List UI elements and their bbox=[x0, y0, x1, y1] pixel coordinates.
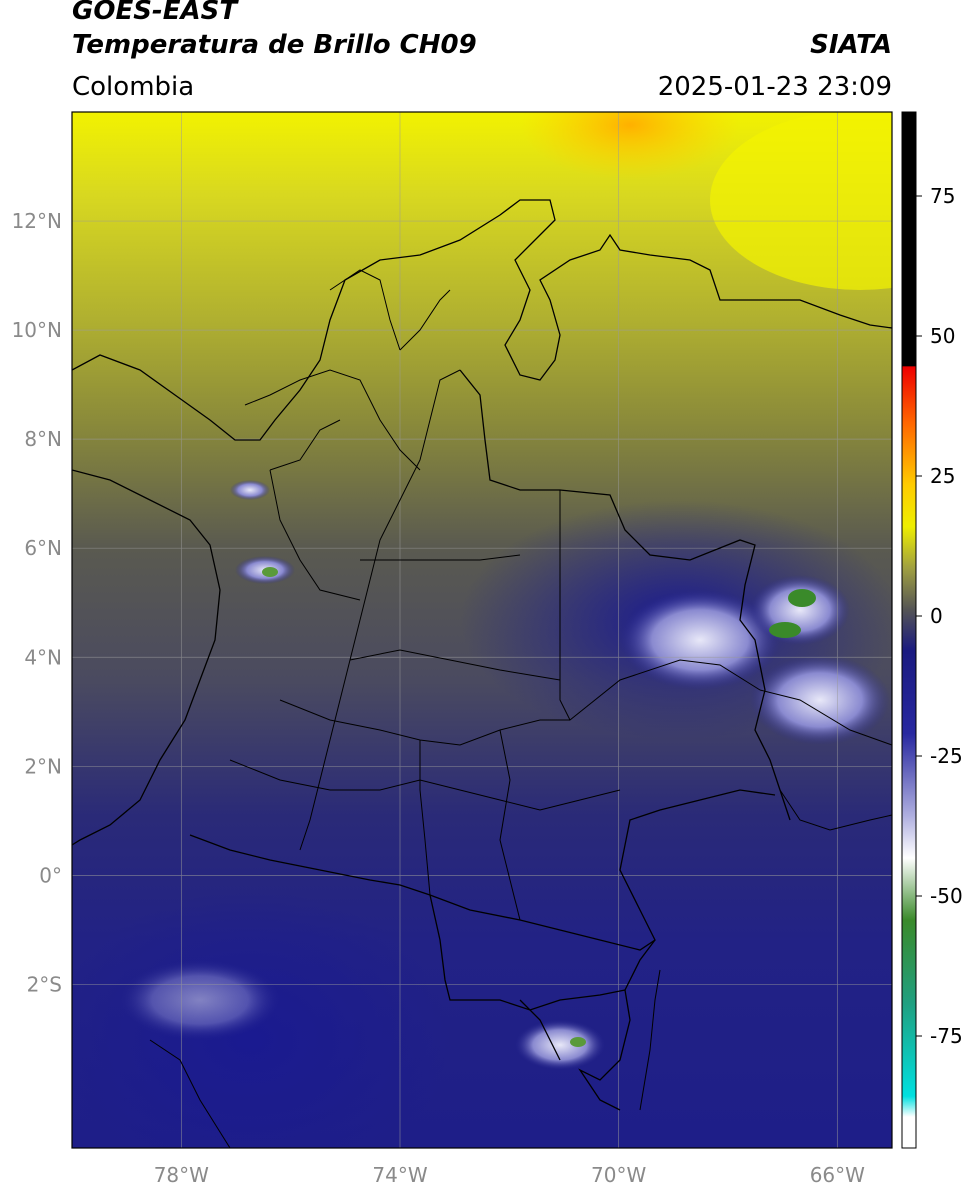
lon-tick-label: 74°W bbox=[372, 1163, 427, 1187]
lat-tick-label: 12°N bbox=[12, 209, 62, 233]
lat-tick-label: 2°N bbox=[24, 754, 62, 778]
colorbar-tick-label: 0 bbox=[930, 604, 943, 628]
colorbar-tick-label: 75 bbox=[930, 184, 955, 208]
cold-core bbox=[788, 589, 816, 607]
country-borders bbox=[72, 199, 892, 1148]
venezuela-border bbox=[459, 369, 791, 821]
cloud-tops-south bbox=[515, 1020, 605, 1070]
lat-tick-label: 2°S bbox=[27, 972, 62, 996]
lon-tick-label: 70°W bbox=[591, 1163, 646, 1187]
colorbar bbox=[901, 111, 917, 1149]
lat-tick-label: 8°N bbox=[24, 427, 62, 451]
colorbar-tick-label: -75 bbox=[930, 1024, 963, 1048]
map-panel bbox=[72, 112, 892, 1148]
lon-tick-label: 66°W bbox=[810, 1163, 865, 1187]
product-title: Temperatura de Brillo CH09 bbox=[72, 30, 477, 60]
lat-tick-label: 10°N bbox=[12, 318, 62, 342]
colorbar-tick-label: -50 bbox=[930, 884, 963, 908]
colorbar-tick-label: -25 bbox=[930, 744, 963, 768]
colorbar-tick-label: 25 bbox=[930, 464, 955, 488]
lat-tick-label: 4°N bbox=[24, 645, 62, 669]
source-label: SIATA bbox=[810, 30, 892, 60]
warm-region bbox=[520, 112, 740, 180]
region-label: Colombia bbox=[72, 72, 195, 102]
latitude-axis: 12°N 10°N 8°N 6°N 4°N 2°N 0° 2°S bbox=[12, 209, 62, 996]
lon-tick-label: 78°W bbox=[154, 1163, 209, 1187]
colorbar-ticks: 75 50 25 0 -25 -50 -75 bbox=[916, 184, 963, 1048]
coastline-pacific bbox=[72, 469, 221, 846]
coastline-north bbox=[72, 199, 892, 441]
timestamp-label: 2025-01-23 23:09 bbox=[657, 72, 892, 102]
satellite-title: GOES-EAST bbox=[72, 0, 238, 26]
lat-tick-label: 0° bbox=[39, 863, 62, 887]
lat-tick-label: 6°N bbox=[24, 536, 62, 560]
map-frame bbox=[71, 111, 893, 1149]
south-border bbox=[189, 789, 776, 951]
cloud-tops-east bbox=[620, 590, 780, 690]
longitude-axis: 78°W 74°W 70°W 66°W bbox=[154, 1163, 865, 1187]
colorbar-tick-label: 50 bbox=[930, 324, 955, 348]
amazon-border bbox=[429, 894, 631, 1111]
